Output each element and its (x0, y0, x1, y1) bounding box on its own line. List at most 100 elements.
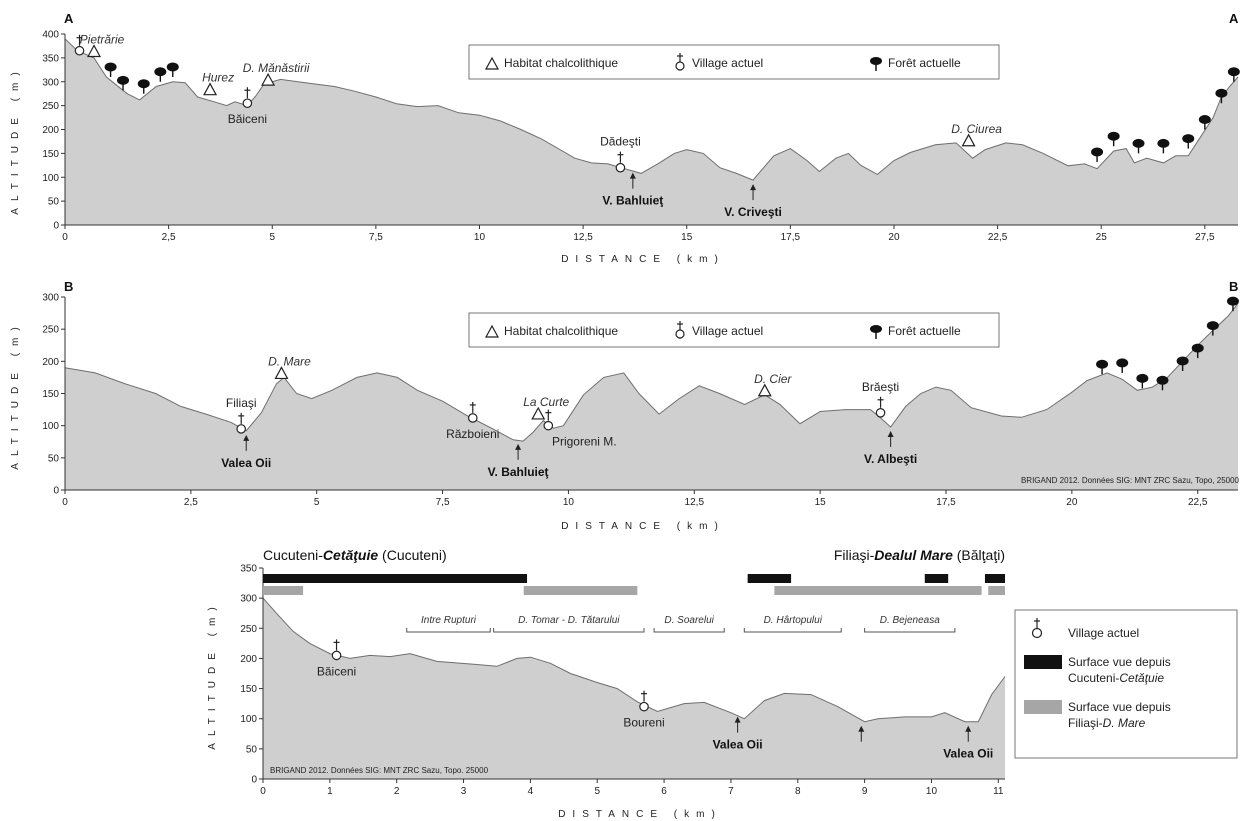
habitat-label: Pietrărie (80, 32, 125, 46)
profile-b: B B ALTITUDE (m) DISTANCE (km) Habitat c… (10, 279, 1240, 532)
y-tick-label: 0 (53, 486, 59, 497)
x-tick-label: 22,5 (1188, 497, 1208, 508)
credit-b: BRIGAND 2012. Données SIG: MNT ZRC Sazu,… (1021, 476, 1240, 485)
seen-from-filiasi-bar (523, 586, 638, 595)
x-tick-label: 3 (461, 786, 467, 797)
valley-label: V. Bahluieţ (602, 194, 663, 208)
x-tick-label: 2,5 (162, 232, 176, 243)
habitat-marker (274, 366, 289, 380)
forest-marker (117, 75, 130, 85)
habitat-marker (757, 383, 772, 397)
forest-marker (1096, 359, 1109, 369)
forest-marker (137, 79, 150, 89)
y-tick-label: 100 (240, 714, 257, 725)
y-tick-label: 300 (42, 77, 59, 88)
x-tick-label: 4 (528, 786, 534, 797)
title-right-c: Filiaşi-Dealul Mare (Bălţaţi) (834, 547, 1005, 563)
y-tick-label: 100 (42, 173, 59, 184)
legend-b-forest-icon (870, 325, 882, 339)
legend-box-c (1014, 609, 1238, 759)
village-marker (242, 98, 253, 109)
legend-b-forest-label: Forêt actuelle (888, 324, 961, 338)
habitat-label: D. Ciurea (951, 122, 1002, 136)
x-tick-label: 5 (269, 232, 275, 243)
forest-marker (104, 62, 117, 72)
y-tick-label: 350 (240, 564, 257, 575)
village-marker (331, 650, 342, 661)
x-tick-label: 17,5 (936, 497, 956, 508)
forest-marker (1116, 358, 1129, 368)
x-tick-label: 5 (314, 497, 320, 508)
x-tick-label: 10 (563, 497, 575, 508)
seen-from-cucuteni-bar (263, 574, 528, 583)
landform-bracket (743, 628, 842, 633)
legend-c-gray-line1: Surface vue depuis (1068, 700, 1171, 714)
y-tick-label: 250 (240, 624, 257, 635)
x-tick-label: 20 (888, 232, 900, 243)
village-marker (615, 162, 626, 173)
landform-label: D. Hârtopului (764, 615, 823, 626)
y-tick-label: 50 (246, 744, 258, 755)
y-tick-label: 100 (42, 421, 59, 432)
valley-label: Valea Oii (943, 747, 993, 761)
x-tick-label: 7 (728, 786, 734, 797)
valley-arrowhead (965, 725, 972, 732)
x-tick-label: 27,5 (1195, 232, 1215, 243)
forest-marker (1176, 356, 1189, 366)
legend-c-village-icon (1031, 618, 1043, 639)
x-tick-label: 7,5 (369, 232, 383, 243)
village-label: Dădeşti (600, 135, 641, 149)
habitat-marker (87, 44, 102, 58)
y-tick-label: 300 (42, 293, 59, 304)
x-tick-label: 1 (327, 786, 333, 797)
village-marker (467, 413, 478, 423)
landform-bracket (493, 628, 645, 633)
valley-arrowhead (858, 725, 865, 732)
x-tick-label: 11 (993, 786, 1004, 797)
valley-arrowhead (750, 184, 757, 191)
profile-c: Cucuteni-Cetăţuie (Cucuteni) Filiaşi-Dea… (207, 547, 1238, 820)
y-tick-label: 150 (42, 389, 59, 400)
y-tick-label: 200 (240, 654, 257, 665)
landform-label: D. Tomar - D. Tătarului (518, 615, 620, 626)
habitat-marker (203, 82, 218, 96)
y-tick-label: 250 (42, 101, 59, 112)
seen-from-filiasi-bar (774, 586, 982, 595)
habitat-label: D. Mănăstirii (243, 61, 310, 75)
corner-label-b-right: B (1229, 279, 1238, 294)
x-tick-label: 0 (62, 232, 68, 243)
village-marker (875, 407, 886, 418)
habitat-marker (961, 133, 976, 147)
village-marker (236, 424, 247, 434)
legend-b-habitat-icon (484, 324, 500, 338)
legend-c-black-line1: Surface vue depuis (1068, 655, 1171, 669)
valley-label: V. Criveşti (724, 205, 782, 219)
terrain-profile-line-1 (64, 303, 1239, 442)
terrain-area-2 (263, 598, 1005, 779)
forest-marker (1136, 373, 1149, 383)
legend-box-b (468, 312, 1000, 348)
valley-label: V. Albeşti (864, 452, 917, 466)
x-tick-label: 7,5 (436, 497, 450, 508)
corner-label-b-left: B (64, 279, 73, 294)
forest-marker (1107, 131, 1120, 141)
x-tick-label: 0 (62, 497, 68, 508)
legend-forest-icon (870, 57, 882, 71)
terrain-profile-line-2 (262, 597, 1006, 723)
village-label: Prigoreni M. (552, 435, 617, 449)
x-tick-label: 10 (926, 786, 938, 797)
habitat-label: D. Cier (754, 372, 792, 386)
village-label: Filiaşi (226, 396, 257, 410)
credit-c: BRIGAND 2012. Données SIG: MNT ZRC Sazu,… (270, 766, 489, 775)
x-tick-label: 15 (815, 497, 827, 508)
landform-bracket (406, 628, 491, 633)
forest-marker (1206, 321, 1219, 331)
valley-arrowhead (629, 172, 636, 179)
y-tick-label: 250 (42, 325, 59, 336)
legend-box-a (468, 44, 1000, 80)
y-tick-label: 50 (48, 197, 60, 208)
forest-marker (1156, 375, 1169, 385)
legend-village-label: Village actuel (692, 56, 763, 70)
valley-label: Valea Oii (221, 456, 271, 470)
village-label: Brăeşti (862, 380, 899, 394)
